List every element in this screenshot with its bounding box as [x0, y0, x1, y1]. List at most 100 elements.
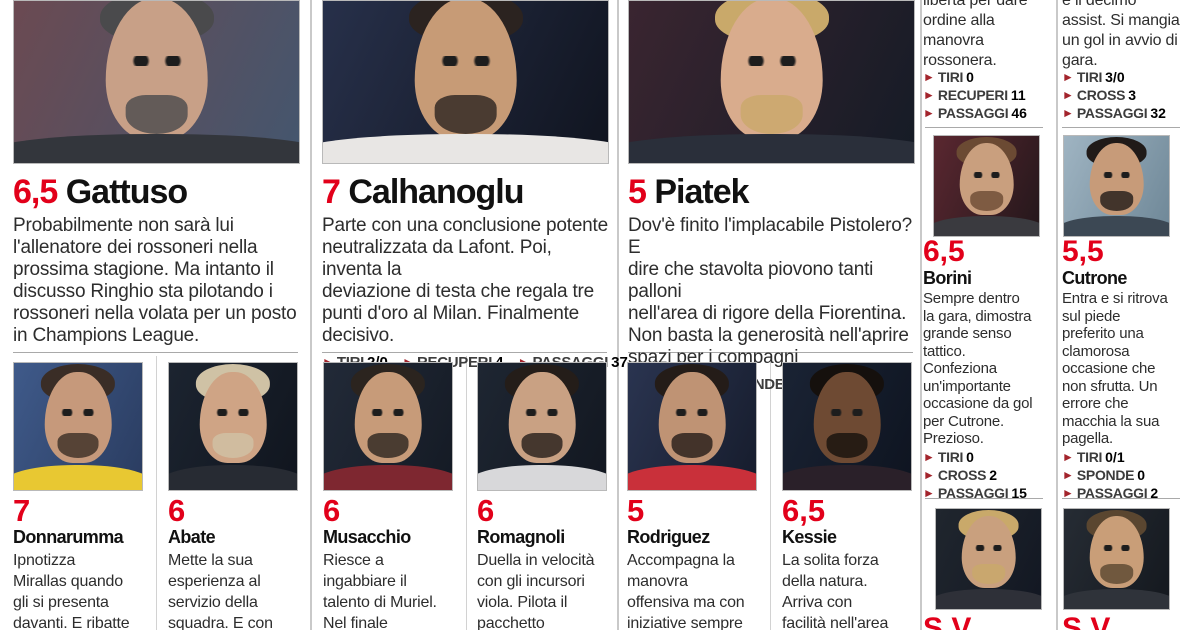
photo-shirt-shape [1064, 216, 1169, 236]
column-divider [617, 0, 619, 630]
stat-item: ► CROSS 3 [1062, 86, 1166, 104]
player-photo-clipped [1063, 508, 1170, 610]
photo-beard-shape [971, 564, 1006, 584]
photo-beard-shape [826, 432, 868, 459]
column-divider [1056, 0, 1058, 630]
stats-list: ► TIRI 0 ► RECUPERI 11 ► PASSAGGI 46 [923, 68, 1027, 122]
player-photo [933, 135, 1040, 237]
photo-beard-shape [521, 432, 563, 459]
rating-value: 5,5 [1062, 235, 1104, 268]
stat-arrow-icon: ► [1062, 486, 1074, 500]
stat-item: ► PASSAGGI 15 [923, 484, 1027, 502]
photo-beard-shape [367, 432, 409, 459]
photo-beard-shape [740, 94, 803, 134]
stat-value: 2 [1150, 485, 1159, 501]
photo-shirt-shape [323, 133, 608, 163]
photo-eyes-shape [1100, 172, 1133, 178]
stat-value: 32 [1150, 105, 1166, 121]
stat-value: 2 [989, 467, 997, 483]
stat-label: PASSAGGI [937, 105, 1009, 121]
photo-shirt-shape [629, 133, 914, 163]
stat-item: ► RECUPERI 11 [923, 86, 1027, 104]
rating-value: 6,5 [13, 173, 58, 211]
stat-arrow-icon: ► [923, 468, 935, 482]
stat-arrow-icon: ► [923, 70, 935, 84]
stats-list: ► TIRI 0 ► CROSS 2 ► PASSAGGI 15 [923, 448, 1027, 502]
player-bio: La solita forza della natura. Arriva con… [782, 552, 889, 630]
photo-beard-shape [969, 191, 1004, 211]
player-card-gattuso: 6,5 Gattuso Probabilmente non sarà lui l… [13, 0, 300, 347]
player-card-abate: 6 Abate Mette la sua esperienza al servi… [168, 362, 300, 630]
photo-eyes-shape [437, 56, 494, 66]
stat-arrow-icon: ► [923, 106, 935, 120]
player-name: Musacchio [323, 527, 411, 547]
stat-label: RECUPERI [937, 87, 1008, 103]
player-heading: 6,5 Gattuso [13, 173, 300, 211]
player-photo [13, 362, 143, 491]
player-card-musacchio: 6 Musacchio Riesce a ingabbiare il talen… [323, 362, 455, 630]
photo-beard-shape [671, 432, 713, 459]
player-card-kessie: 6,5 Kessie La solita forza della natura.… [782, 362, 914, 630]
column-divider [310, 0, 312, 630]
stat-label: PASSAGGI [1076, 485, 1148, 501]
player-card-rodriguez: 5 Rodriguez Accompagna la manovra offens… [627, 362, 759, 630]
player-name: Borini [923, 268, 972, 288]
photo-beard-shape [57, 432, 99, 459]
rating-value: 6 [168, 493, 186, 528]
rating-value: 5 [627, 493, 645, 528]
stat-item: ► TIRI 3/0 [1062, 68, 1166, 86]
photo-eyes-shape [1100, 545, 1133, 551]
section-divider [1062, 127, 1180, 128]
player-name: Cutrone [1062, 268, 1127, 288]
rating-value: 7 [322, 173, 341, 211]
rating-value: 5 [628, 173, 647, 211]
rating-value: 6,5 [923, 235, 965, 268]
photo-eyes-shape [972, 545, 1005, 551]
player-bio: Ipnotizza Mirallas quando gli si present… [13, 552, 130, 630]
section-divider [628, 352, 913, 353]
photo-eyes-shape [522, 408, 562, 417]
player-photo [13, 0, 300, 164]
stat-label: TIRI [1076, 449, 1103, 465]
photo-beard-shape [125, 94, 188, 134]
player-heading: 7 Calhanoglu [322, 173, 609, 211]
stat-arrow-icon: ► [923, 486, 935, 500]
photo-beard-shape [212, 432, 254, 459]
photo-shirt-shape [169, 464, 297, 490]
player-card-donnarumma: 7 Donnarumma Ipnotizza Mirallas quando g… [13, 362, 145, 630]
player-name: Gattuso [65, 173, 188, 211]
column-divider [770, 356, 771, 630]
stats-list: ► TIRI 0/1 ► SPONDE 0 ► PASSAGGI 2 [1062, 448, 1158, 502]
clipped-top-text: è il decimo assist. Si mangia un gol in … [1062, 0, 1180, 69]
player-bio: Riesce a ingabbiare il talento di Muriel… [323, 552, 437, 630]
stat-value: 0/1 [1105, 449, 1125, 465]
player-photo [477, 362, 607, 491]
stat-item: ► TIRI 0 [923, 448, 1027, 466]
stat-arrow-icon: ► [1062, 70, 1074, 84]
column-divider [466, 356, 467, 630]
photo-eyes-shape [827, 408, 867, 417]
player-bio: Dov'è finito l'implacabile Pistolero? E … [628, 215, 912, 368]
rating-value: 7 [13, 493, 31, 528]
stat-value: 15 [1011, 485, 1027, 501]
photo-beard-shape [1099, 191, 1134, 211]
player-bio: Entra e si ritrova sul piede preferito u… [1062, 290, 1168, 447]
stat-label: PASSAGGI [1076, 105, 1148, 121]
section-divider [1062, 498, 1180, 499]
stat-label: TIRI [937, 69, 964, 85]
photo-shirt-shape [14, 464, 142, 490]
photo-eyes-shape [368, 408, 408, 417]
stat-value: 37 [611, 354, 628, 371]
column-divider [156, 356, 157, 630]
player-card-calhanoglu: 7 Calhanoglu Parte con una conclusione p… [322, 0, 628, 371]
stat-arrow-icon: ► [1062, 450, 1074, 464]
player-photo [628, 0, 915, 164]
stat-label: CROSS [1076, 87, 1126, 103]
stat-item: ► PASSAGGI 2 [1062, 484, 1158, 502]
section-divider [322, 352, 607, 353]
section-divider [925, 127, 1043, 128]
photo-eyes-shape [58, 408, 98, 417]
photo-shirt-shape [478, 464, 606, 490]
stat-item: ► CROSS 2 [923, 466, 1027, 484]
